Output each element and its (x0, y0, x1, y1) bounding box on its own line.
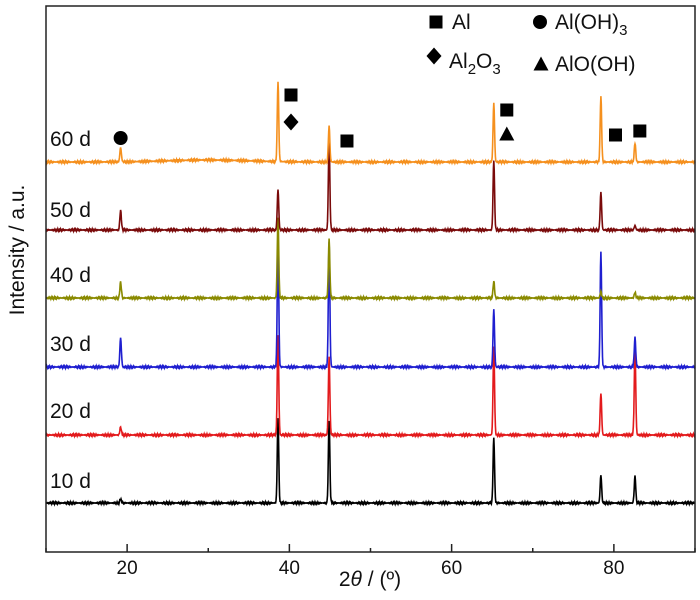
series-label: 30 d (50, 333, 91, 356)
series-line (45, 418, 696, 507)
peak-marker-triangle (499, 126, 515, 141)
legend-marker-square (429, 15, 443, 29)
legend: Al Al(OH)3 Al2O3 AlO(OH) (426, 11, 636, 78)
peak-marker-square (340, 134, 354, 148)
series-line (45, 217, 696, 302)
series-line (45, 140, 696, 235)
series-label: 10 d (50, 470, 91, 493)
peak-marker-circle (113, 131, 128, 145)
peak-marker-square (284, 88, 298, 102)
x-ticks: 20 40 60 80 (45, 544, 696, 579)
legend-label: AlO(OH) (555, 53, 636, 76)
legend-label: Al(OH)3 (555, 11, 628, 39)
plot-frame (45, 5, 696, 553)
peak-marker-square (500, 103, 514, 117)
x-axis-title: 2θ / (º) (339, 568, 401, 591)
series-line (45, 238, 696, 371)
x-tick-label: 80 (603, 558, 624, 579)
legend-marker-diamond (426, 47, 442, 65)
x-tick-label: 60 (441, 558, 462, 579)
peak-markers (113, 88, 647, 148)
peak-marker-diamond (283, 113, 299, 131)
peak-marker-square (633, 124, 647, 138)
x-tick-label: 20 (117, 558, 138, 579)
series-line (45, 81, 696, 166)
peak-marker-square (608, 128, 622, 142)
legend-marker-triangle (533, 56, 549, 71)
series-label: 60 d (50, 128, 91, 151)
x-tick-label: 40 (279, 558, 300, 579)
series-label: 40 d (50, 264, 91, 287)
y-axis-title: Intensity / a.u. (6, 185, 29, 316)
series-layer: 10 d 20 d 30 d 40 d 50 d 60 d (45, 81, 696, 507)
series-label: 20 d (50, 400, 91, 423)
series-line (45, 335, 696, 439)
legend-marker-circle (533, 15, 547, 29)
series-label: 50 d (50, 199, 91, 222)
legend-label: Al2O3 (449, 50, 501, 78)
legend-label: Al (452, 11, 471, 34)
